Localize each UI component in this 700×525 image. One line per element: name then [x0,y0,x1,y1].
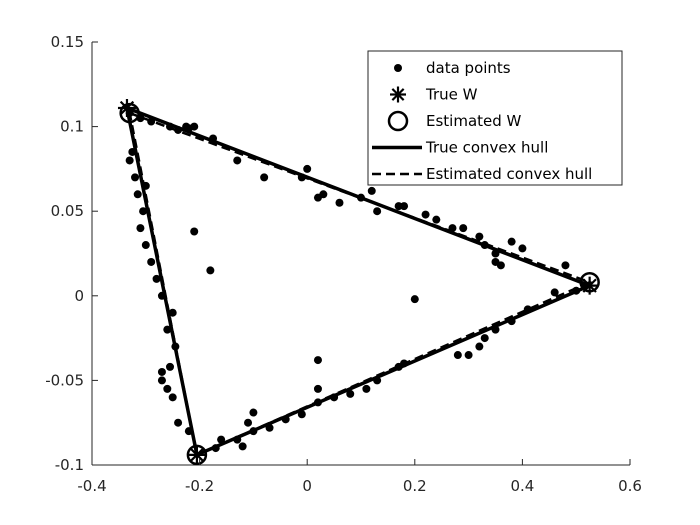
data-point [133,190,142,199]
data-point [313,384,322,393]
data-point [174,418,183,427]
data-point [163,325,172,334]
x-tick-label: 0.2 [403,477,427,495]
data-point [190,227,199,236]
data-point [475,232,484,241]
legend-label: True convex hull [425,139,548,157]
data-point [464,351,473,360]
true-w-marker [187,445,206,464]
asterisk-stroke [189,447,205,462]
data-point [249,408,258,417]
data-point [238,442,247,451]
data-point [303,164,312,173]
data-point [459,224,468,233]
x-tick-label: 0.4 [510,477,534,495]
legend-entry: True W [390,86,478,104]
data-point [260,173,269,182]
data-point [550,288,559,297]
data-point [496,261,505,270]
data-point [147,257,156,266]
data-point [335,198,344,207]
legend: data points True W Estimated W True convex … [367,50,623,186]
data-point [400,202,409,211]
data-point [163,384,172,393]
data-point [233,156,242,165]
estimated-w-marker [119,102,140,124]
y-tick-label: 0 [74,287,84,305]
legend-entry: True convex hull [372,139,548,157]
data-point [217,435,226,444]
legend-asterisk-icon [390,86,406,103]
legend-box [367,50,623,186]
asterisk-stroke [391,88,405,101]
data-point [475,342,484,351]
estimated-convex-hull [128,111,593,457]
x-axis: -0.4 -0.2 0 0.2 0.4 0.6 [77,459,642,495]
legend-label: Estimated W [426,112,522,130]
data-point [453,351,462,360]
legend-entry: data points [394,59,511,77]
data-point [518,244,527,253]
legend-label: Estimated convex hull [426,165,592,183]
data-point [136,224,145,233]
data-point [507,237,516,246]
data-point [410,295,419,304]
y-tick-label: 0.1 [60,118,84,136]
x-tick-label: 0 [302,477,312,495]
y-tick-label: -0.05 [45,371,84,389]
data-point [244,418,253,427]
data-point [166,362,175,371]
legend-label: data points [426,59,511,77]
data-point [367,186,376,195]
data-point [319,190,328,199]
data-point [362,384,371,393]
y-tick-label: -0.1 [55,456,84,474]
data-point [168,393,177,402]
data-point [206,266,215,275]
estimated-w-marker [186,444,208,466]
data-point [139,207,148,216]
data-point [432,215,441,224]
data-point [346,389,355,398]
x-tick-label: -0.4 [77,477,106,495]
y-tick-label: 0.15 [51,33,84,51]
y-tick-label: 0.05 [51,202,84,220]
true-w-marker [117,98,136,117]
data-point [561,261,570,270]
data-point [480,334,489,343]
legend-dot-icon [394,64,402,72]
data-point [152,274,161,283]
legend-circle-icon [387,110,409,132]
data-point [421,210,430,219]
y-axis: -0.1 -0.05 0 0.05 0.1 0.15 [45,33,98,474]
legend-entry: Estimated W [387,110,522,132]
data-point [168,308,177,317]
x-tick-label: 0.6 [618,477,642,495]
data-point [190,122,199,131]
data-point [125,156,134,165]
data-point [131,173,140,182]
estimated-w-marker [579,272,600,293]
legend-entry: Estimated convex hull [372,165,592,183]
x-tick-label: -0.2 [185,477,214,495]
data-point [313,356,322,365]
data-point [157,376,166,385]
data-point [141,241,150,250]
legend-label: True W [425,86,478,104]
data-point [157,367,166,376]
data-point [373,207,382,216]
